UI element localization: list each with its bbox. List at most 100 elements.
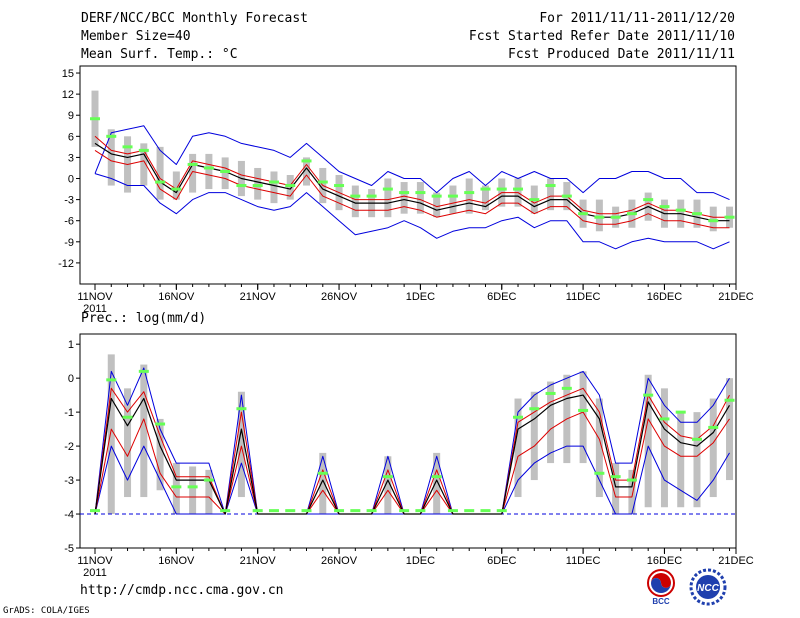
median-marker bbox=[659, 205, 670, 209]
median-marker bbox=[90, 117, 100, 121]
median-marker bbox=[203, 166, 214, 170]
median-marker bbox=[399, 509, 410, 513]
median-marker bbox=[236, 184, 247, 188]
median-marker bbox=[691, 212, 702, 216]
y-tick-label: -3 bbox=[64, 195, 74, 207]
spread-bar bbox=[693, 412, 701, 508]
x-tick-label: 16NOV bbox=[158, 555, 195, 567]
min-envelope-line bbox=[94, 173, 730, 250]
x-tick-label: 6DEC bbox=[487, 291, 516, 303]
x-tick-label: 16DEC bbox=[647, 291, 683, 303]
median-marker bbox=[268, 509, 279, 513]
p75-line bbox=[94, 135, 730, 218]
member-size: Member Size=40 bbox=[81, 29, 191, 44]
spread-bar bbox=[189, 153, 197, 193]
median-marker bbox=[155, 180, 166, 184]
x-tick-label: 16DEC bbox=[647, 555, 683, 567]
x-year-label: 2011 bbox=[83, 567, 107, 579]
spread-bar bbox=[156, 146, 164, 200]
median-marker bbox=[187, 485, 198, 489]
y-tick-label: -9 bbox=[64, 237, 74, 249]
y-tick-label: 0 bbox=[68, 174, 74, 186]
median-marker bbox=[382, 187, 393, 191]
spread-bar bbox=[416, 182, 424, 214]
spread-bar bbox=[400, 182, 408, 214]
median-marker bbox=[659, 417, 670, 421]
median-marker bbox=[643, 198, 654, 202]
mean-line bbox=[94, 394, 731, 515]
y-tick-label: -5 bbox=[64, 543, 74, 555]
median-marker bbox=[610, 475, 621, 479]
median-marker bbox=[171, 187, 182, 191]
median-marker bbox=[513, 187, 524, 191]
median-marker bbox=[285, 184, 296, 188]
median-marker bbox=[594, 215, 605, 219]
median-marker bbox=[724, 398, 735, 402]
median-marker bbox=[496, 187, 507, 191]
median-marker bbox=[415, 191, 426, 195]
median-marker bbox=[399, 191, 410, 195]
median-marker bbox=[464, 191, 475, 195]
median-marker bbox=[301, 509, 312, 513]
source-url[interactable]: http://cmdp.ncc.cma.gov.cn bbox=[80, 583, 284, 598]
spread-bar bbox=[433, 452, 441, 515]
median-marker bbox=[708, 219, 719, 223]
median-marker bbox=[366, 194, 377, 198]
y-tick-label: -3 bbox=[64, 475, 74, 487]
plot-frame bbox=[79, 65, 737, 285]
median-marker bbox=[643, 393, 654, 397]
spread-bar bbox=[660, 388, 668, 508]
spread-bar bbox=[726, 378, 734, 481]
median-marker bbox=[285, 509, 296, 513]
variable-label: Mean Surf. Temp.: °C bbox=[81, 47, 238, 62]
median-marker bbox=[252, 184, 263, 188]
median-marker bbox=[480, 187, 491, 191]
mean-line bbox=[94, 142, 730, 222]
median-marker bbox=[236, 407, 247, 411]
x-tick-label: 11NOV bbox=[77, 291, 113, 303]
y-tick-label: -4 bbox=[64, 509, 74, 521]
x-tick-label: 1DEC bbox=[406, 291, 435, 303]
x-tick-label: 26NOV bbox=[321, 555, 358, 567]
median-marker bbox=[350, 509, 361, 513]
spread-bar bbox=[547, 178, 555, 211]
spread-bar bbox=[481, 185, 489, 211]
y-tick-label: 15 bbox=[62, 68, 74, 80]
median-marker bbox=[252, 509, 263, 513]
median-marker bbox=[626, 478, 637, 482]
median-marker bbox=[545, 184, 556, 188]
spread-bar bbox=[205, 153, 213, 190]
median-marker bbox=[138, 148, 149, 152]
spread-bar bbox=[433, 192, 441, 218]
median-marker bbox=[220, 509, 231, 513]
spread-bar bbox=[709, 398, 717, 498]
spread-bar bbox=[205, 469, 213, 515]
median-marker bbox=[561, 194, 572, 198]
x-tick-label: 21DEC bbox=[718, 291, 754, 303]
median-marker bbox=[301, 159, 312, 163]
median-marker bbox=[708, 425, 719, 429]
x-tick-label: 11NOV bbox=[77, 555, 113, 567]
spread-bar bbox=[579, 371, 587, 464]
y-tick-label: -2 bbox=[64, 441, 74, 453]
median-marker bbox=[691, 437, 702, 441]
x-tick-label: 21NOV bbox=[240, 555, 277, 567]
spread-bar bbox=[140, 364, 148, 498]
plot-frame bbox=[79, 333, 737, 549]
median-marker bbox=[106, 378, 117, 382]
y-tick-label: 3 bbox=[68, 152, 74, 164]
median-marker bbox=[350, 194, 361, 198]
median-marker bbox=[220, 169, 231, 173]
spread-bar bbox=[172, 463, 180, 515]
spread-bar bbox=[465, 178, 473, 214]
panel-0: -12 -9 -6 -3 0 3 6 9 12 15 11NOV 16NOV 21NOV 26NOV 1DE… bbox=[58, 65, 754, 315]
median-marker bbox=[480, 509, 491, 513]
median-marker bbox=[431, 475, 442, 479]
spread-bar bbox=[514, 398, 522, 498]
y-tick-label: 0 bbox=[68, 373, 74, 385]
spread-bar bbox=[628, 469, 636, 515]
spread-bar bbox=[303, 157, 311, 186]
median-marker bbox=[431, 194, 442, 198]
median-marker bbox=[675, 208, 686, 212]
median-marker bbox=[415, 509, 426, 513]
